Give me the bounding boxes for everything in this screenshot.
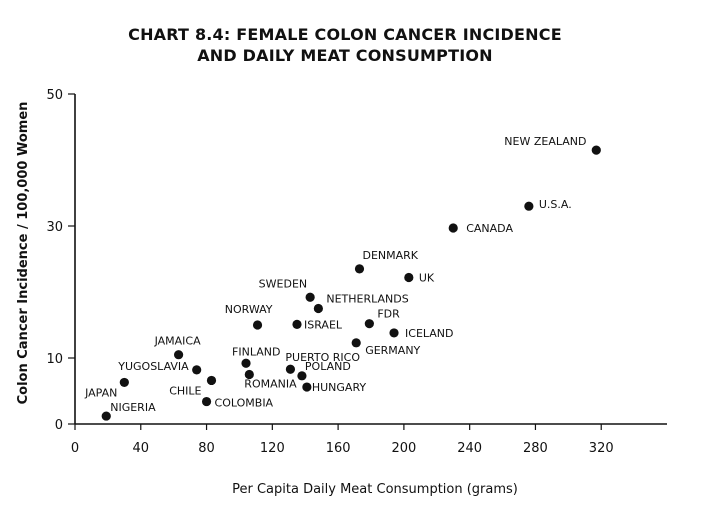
x-tick-label: 80 <box>198 441 215 456</box>
point-label-uk: UK <box>419 271 435 284</box>
point-label-canada: CANADA <box>466 222 513 235</box>
point-netherlands <box>313 303 323 314</box>
point-label-japan: JAPAN <box>84 386 117 399</box>
point-label-germany: GERMANY <box>365 344 420 357</box>
point-label-netherlands: NETHERLANDS <box>326 293 408 306</box>
y-tick-label: 50 <box>46 88 63 103</box>
point-finland <box>241 358 251 368</box>
x-tick-label: 40 <box>133 441 150 456</box>
point-yugoslavia <box>192 365 202 375</box>
point-u-s-a <box>524 201 534 211</box>
y-tick-label: 30 <box>46 220 63 235</box>
x-tick-label: 120 <box>260 441 285 456</box>
point-label-new-zealand: NEW ZEALAND <box>504 135 586 148</box>
y-axis-title: Colon Cancer Incidence / 100,000 Women <box>16 102 31 405</box>
point-romania <box>244 369 254 380</box>
x-axis-title: Per Capita Daily Meat Consumption (grams… <box>232 482 518 497</box>
point-label-denmark: DENMARK <box>362 249 418 262</box>
x-tick-label: 160 <box>326 441 351 456</box>
point-uk <box>404 272 414 283</box>
point-new-zealand <box>591 145 601 155</box>
point-label-u-s-a: U.S.A. <box>539 198 572 211</box>
point-poland <box>297 371 307 381</box>
point-label-sweden: SWEDEN <box>259 277 307 290</box>
point-canada <box>448 223 458 233</box>
point-colombia <box>201 396 212 407</box>
point-label-norway: NORWAY <box>225 303 273 316</box>
x-tick-label: 280 <box>523 441 548 456</box>
point-hungary <box>302 382 312 392</box>
y-tick-label: 0 <box>55 418 63 433</box>
point-label-nigeria: NIGERIA <box>110 401 156 414</box>
point-puerto-rico <box>285 364 296 374</box>
point-label-colombia: COLOMBIA <box>215 397 274 410</box>
chart-title-line-1: CHART 8.4: FEMALE COLON CANCER INCIDENCE <box>128 25 562 44</box>
axes: 0 40 80 120 160 200 240 280 320 0 10 30 50 <box>46 88 667 456</box>
x-tick-label: 200 <box>391 441 416 456</box>
x-tick-label: 320 <box>589 441 614 456</box>
point-label-israel: ISRAEL <box>304 318 343 331</box>
chart-title: CHART 8.4: FEMALE COLON CANCER INCIDENCE… <box>0 24 690 66</box>
point-label-poland: POLAND <box>305 360 351 373</box>
point-label-jamaica: JAMAICA <box>154 335 202 348</box>
point-chile <box>206 375 217 386</box>
point-label-iceland: ICELAND <box>405 327 453 340</box>
point-japan <box>119 377 129 388</box>
y-tick-label: 10 <box>46 352 63 367</box>
chart-title-line-2: AND DAILY MEAT CONSUMPTION <box>197 46 493 65</box>
point-label-hungary: HUNGARY <box>312 381 367 394</box>
x-tick-label: 240 <box>457 441 482 456</box>
point-label-romania: ROMANIA <box>244 378 297 391</box>
point-sweden <box>305 292 315 302</box>
point-denmark <box>354 264 365 274</box>
x-tick-label: 0 <box>71 441 79 456</box>
point-fdr <box>364 319 374 329</box>
point-label-puerto-rico: PUERTO RICO <box>285 351 360 364</box>
point-label-fdr: FDR <box>377 308 400 321</box>
point-israel <box>292 319 302 329</box>
point-nigeria <box>101 411 111 421</box>
point-label-yugoslavia: YUGOSLAVIA <box>117 360 189 373</box>
point-germany <box>351 338 361 348</box>
point-jamaica <box>174 350 184 360</box>
point-norway <box>252 320 263 330</box>
point-label-finland: FINLAND <box>232 345 280 358</box>
point-iceland <box>389 328 399 338</box>
point-label-chile: CHILE <box>169 384 201 397</box>
